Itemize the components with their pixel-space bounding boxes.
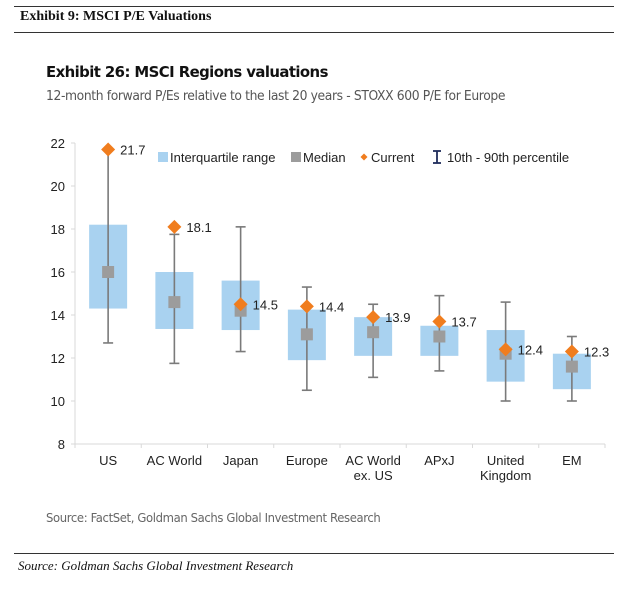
x-tick-label: EM: [562, 453, 582, 468]
current-marker: [498, 342, 513, 357]
chart-title: Exhibit 26: MSCI Regions valuations: [46, 63, 328, 81]
median-marker: [565, 360, 578, 373]
x-tick-label: APxJ: [424, 453, 454, 468]
chart-marks: 21.7 18.1 14.5 14.4 13.9 13.7 12.4 12.3: [89, 142, 609, 402]
x-tick-label: Europe: [286, 453, 328, 468]
median-marker: [300, 328, 313, 341]
chart-source-note: Source: FactSet, Goldman Sachs Global In…: [46, 510, 381, 525]
legend-percentile-swatch: [433, 150, 441, 164]
legend-median-label: Median: [303, 150, 346, 165]
legend-current-label: Current: [371, 150, 415, 165]
document-source-note: Source: Goldman Sachs Global Investment …: [18, 558, 294, 573]
x-tick-label: AC World: [147, 453, 202, 468]
y-tick-label: 18: [51, 222, 65, 237]
legend-median-swatch: [291, 152, 301, 162]
current-marker: [432, 314, 447, 329]
legend-iqr-label: Interquartile range: [170, 150, 276, 165]
y-tick-label: 8: [58, 437, 65, 452]
x-tick-label: Japan: [223, 453, 258, 468]
x-tick-label: Kingdom: [480, 468, 531, 483]
y-tick-label: 10: [51, 394, 65, 409]
bottom-divider: [14, 553, 614, 554]
median-marker: [433, 330, 446, 343]
current-value-label: 21.7: [120, 142, 145, 157]
legend-iqr-swatch: [158, 152, 168, 162]
x-tick-label: US: [99, 453, 117, 468]
x-tick-label: AC World: [345, 453, 400, 468]
current-marker: [233, 297, 248, 312]
current-value-label: 14.4: [319, 299, 344, 314]
y-tick-label: 14: [51, 308, 65, 323]
y-tick-label: 12: [51, 351, 65, 366]
current-value-label: 12.4: [518, 342, 543, 357]
chart-legend: Interquartile range Median Current 10th - 9…: [158, 150, 569, 165]
document-exhibit-title: Exhibit 9: MSCI P/E Valuations: [20, 9, 212, 24]
chart-subtitle: 12-month forward P/Es relative to the la…: [46, 89, 506, 104]
current-marker: [366, 310, 381, 325]
median-marker: [102, 266, 115, 278]
median-marker: [168, 296, 181, 309]
current-marker: [564, 344, 579, 359]
y-tick-label: 20: [51, 179, 65, 194]
y-tick-label: 22: [51, 136, 65, 151]
current-value-label: 13.7: [451, 314, 476, 329]
legend-percentile-label: 10th - 90th percentile: [447, 150, 569, 165]
current-marker: [101, 142, 116, 157]
current-value-label: 14.5: [253, 297, 278, 312]
y-tick-label: 16: [51, 265, 65, 280]
document-title-bar: [14, 6, 614, 33]
x-tick-label: ex. US: [354, 468, 393, 483]
current-value-label: 18.1: [186, 220, 211, 235]
current-value-label: 13.9: [385, 310, 410, 325]
chart-axes: 22 20 18 16 14 12 10 8 US AC World Japan Europe AC W…: [51, 136, 606, 483]
median-marker: [367, 326, 380, 339]
x-tick-label: United: [487, 453, 525, 468]
current-value-label: 12.3: [584, 345, 609, 360]
current-marker: [167, 219, 182, 234]
legend-current-swatch: [360, 153, 368, 161]
current-marker: [299, 299, 314, 314]
